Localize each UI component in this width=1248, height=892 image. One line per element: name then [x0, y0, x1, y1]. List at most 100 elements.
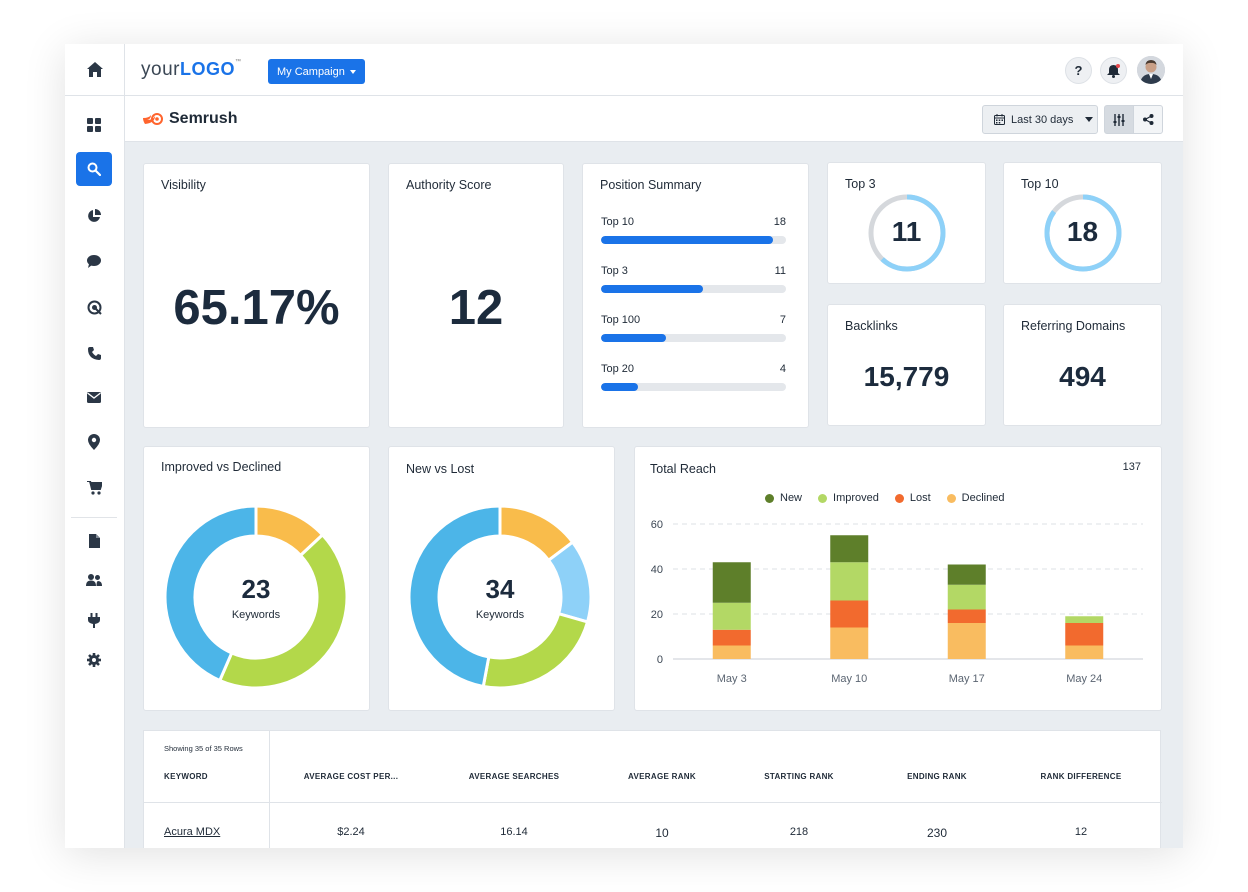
new-lost-donut: 34 Keywords	[407, 504, 593, 690]
position-summary-title: Position Summary	[600, 178, 702, 192]
th-starting-rank[interactable]: STARTING RANK	[764, 772, 834, 781]
position-label: Top 10	[601, 216, 635, 228]
customize-button[interactable]	[1104, 105, 1134, 134]
bar-segment[interactable]	[830, 600, 869, 628]
referring-title: Referring Domains	[1021, 319, 1126, 333]
legend-item[interactable]: Declined	[946, 492, 1005, 504]
y-tick-label: 60	[651, 519, 663, 531]
plug-icon	[88, 612, 100, 628]
bar-segment[interactable]	[712, 629, 751, 646]
bar-segment[interactable]	[712, 562, 751, 603]
sidebar-home[interactable]	[65, 44, 125, 96]
backlinks-title: Backlinks	[845, 319, 898, 333]
bar-segment[interactable]	[947, 584, 986, 610]
position-summary-card: Position Summary Top 10 18 Top 3 11 Top 100 7…	[582, 163, 809, 428]
dashboard-grid-icon	[87, 118, 101, 132]
mail-icon	[87, 391, 101, 403]
position-progress-track	[601, 334, 786, 342]
sidebar-item-seo[interactable]	[76, 152, 112, 186]
backlinks-value: 15,779	[863, 361, 950, 392]
legend-item[interactable]: Lost	[894, 492, 931, 504]
document-icon	[88, 534, 100, 548]
th-average-rank[interactable]: AVERAGE RANK	[628, 772, 696, 781]
sidebar-item-reports[interactable]	[76, 524, 112, 558]
legend-item[interactable]: Improved	[818, 492, 879, 504]
campaign-dropdown[interactable]: My Campaign	[268, 59, 365, 84]
cell-average-searches: 16.14	[500, 826, 528, 838]
sidebar-item-integrations[interactable]	[76, 603, 112, 637]
row-count: Showing 35 of 35 Rows	[164, 744, 243, 753]
legend-item[interactable]: New	[765, 492, 802, 504]
avatar[interactable]	[1137, 56, 1165, 84]
app-window: yourLOGO™ My Campaign ? Semrush Last 30 …	[65, 44, 1183, 848]
legend-label: Improved	[833, 492, 879, 504]
th-ending-rank[interactable]: ENDING RANK	[907, 772, 967, 781]
x-tick-label: May 10	[831, 673, 867, 685]
brand-logo[interactable]: yourLOGO™	[141, 59, 241, 81]
donut-segment[interactable]	[407, 504, 502, 689]
bar-segment[interactable]	[947, 609, 986, 624]
cart-icon	[86, 481, 102, 495]
authority-score-card: Authority Score 12	[388, 163, 564, 428]
authority-title: Authority Score	[406, 178, 492, 192]
sidebar-item-analytics[interactable]	[76, 199, 112, 233]
sidebar-item-clients[interactable]	[76, 563, 112, 597]
top10-ring	[1044, 194, 1121, 272]
bar-segment[interactable]	[712, 602, 751, 630]
y-tick-label: 20	[651, 609, 663, 621]
donut-segment[interactable]	[163, 504, 258, 683]
y-tick-label: 40	[651, 564, 663, 576]
position-progress-fill	[601, 334, 666, 342]
position-value: 4	[779, 363, 786, 375]
cell-average-rank: 10	[655, 826, 669, 840]
header-divider	[144, 802, 1162, 803]
donut-segment[interactable]	[217, 532, 349, 690]
th-keyword[interactable]: KEYWORD	[164, 772, 208, 781]
sidebar-item-settings[interactable]	[76, 643, 112, 677]
donut-segment[interactable]	[481, 611, 590, 690]
legend-swatch	[818, 493, 828, 503]
th-average-searches[interactable]: AVERAGE SEARCHES	[468, 772, 560, 781]
bar-segment[interactable]	[947, 564, 986, 585]
date-range-label: Last 30 days	[1011, 113, 1074, 126]
position-label: Top 100	[601, 314, 641, 326]
sidebar-item-ecommerce[interactable]	[76, 471, 112, 505]
donut-total: 34	[485, 574, 515, 604]
total-reach-total: 137	[1122, 461, 1141, 473]
new-lost-title: New vs Lost	[406, 462, 475, 476]
bar-segment[interactable]	[1065, 616, 1104, 623]
bar-segment[interactable]	[830, 627, 869, 660]
ring-progress	[868, 194, 945, 272]
notifications-button[interactable]	[1100, 57, 1127, 84]
date-range-picker[interactable]: Last 30 days	[982, 105, 1098, 134]
legend-label: Declined	[961, 492, 1005, 504]
sidebar-item-calls[interactable]	[76, 336, 112, 370]
help-button[interactable]: ?	[1065, 57, 1092, 84]
share-button[interactable]	[1133, 105, 1163, 134]
phone-icon	[87, 346, 101, 360]
th-rank-difference[interactable]: RANK DIFFERENCE	[1040, 772, 1122, 781]
bar-segment[interactable]	[830, 535, 869, 563]
sidebar-item-email[interactable]	[76, 380, 112, 414]
column-divider	[269, 731, 270, 848]
referring-value: 494	[1059, 361, 1106, 392]
sidebar-item-social[interactable]	[76, 244, 112, 278]
position-progress-track	[601, 383, 786, 391]
top10-title: Top 10	[1021, 177, 1059, 191]
bar-segment[interactable]	[947, 623, 986, 659]
total-reach-title: Total Reach	[650, 462, 717, 476]
bar-segment[interactable]	[1065, 645, 1104, 660]
chevron-down-icon	[349, 69, 356, 74]
bar-segment[interactable]	[712, 645, 751, 660]
keyword-link[interactable]: Acura MDX	[164, 826, 221, 838]
chat-icon	[87, 254, 101, 268]
donut-total: 23	[241, 574, 271, 604]
chart-legend: New Improved Lost Declined	[765, 492, 1004, 504]
bar-segment[interactable]	[1065, 623, 1104, 646]
sidebar-item-ppc[interactable]	[76, 290, 112, 324]
sidebar-item-dashboard[interactable]	[76, 108, 112, 142]
sidebar-item-local[interactable]	[76, 425, 112, 459]
th-average-cost[interactable]: AVERAGE COST PER...	[303, 772, 399, 781]
chevron-down-icon	[1085, 117, 1094, 122]
bar-segment[interactable]	[830, 562, 869, 601]
